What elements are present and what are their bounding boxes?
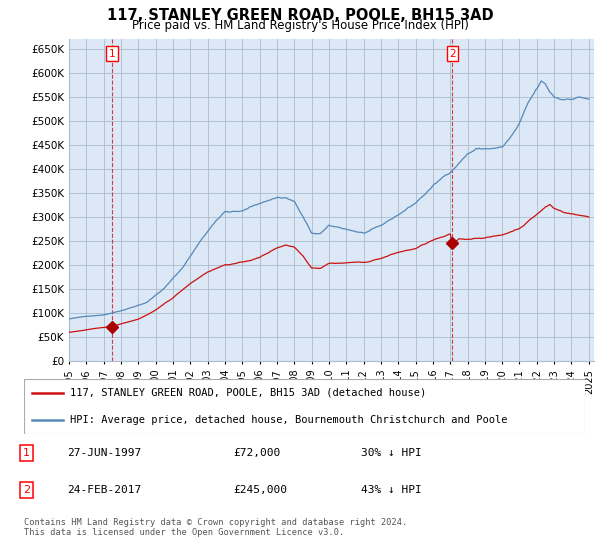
Text: Price paid vs. HM Land Registry's House Price Index (HPI): Price paid vs. HM Land Registry's House … [131,19,469,32]
Text: Contains HM Land Registry data © Crown copyright and database right 2024.
This d: Contains HM Land Registry data © Crown c… [24,518,407,538]
Text: 1: 1 [23,448,30,458]
Text: 2: 2 [23,485,30,495]
Text: 2: 2 [449,49,456,59]
FancyBboxPatch shape [24,379,585,434]
Text: 117, STANLEY GREEN ROAD, POOLE, BH15 3AD (detached house): 117, STANLEY GREEN ROAD, POOLE, BH15 3AD… [70,388,426,398]
Text: HPI: Average price, detached house, Bournemouth Christchurch and Poole: HPI: Average price, detached house, Bour… [70,416,508,425]
Text: 30% ↓ HPI: 30% ↓ HPI [361,448,422,458]
Text: 27-JUN-1997: 27-JUN-1997 [67,448,142,458]
Text: 1: 1 [109,49,115,59]
Text: 117, STANLEY GREEN ROAD, POOLE, BH15 3AD: 117, STANLEY GREEN ROAD, POOLE, BH15 3AD [107,8,493,24]
Text: £245,000: £245,000 [233,485,287,495]
Text: 43% ↓ HPI: 43% ↓ HPI [361,485,422,495]
Text: 24-FEB-2017: 24-FEB-2017 [67,485,142,495]
Text: £72,000: £72,000 [233,448,280,458]
